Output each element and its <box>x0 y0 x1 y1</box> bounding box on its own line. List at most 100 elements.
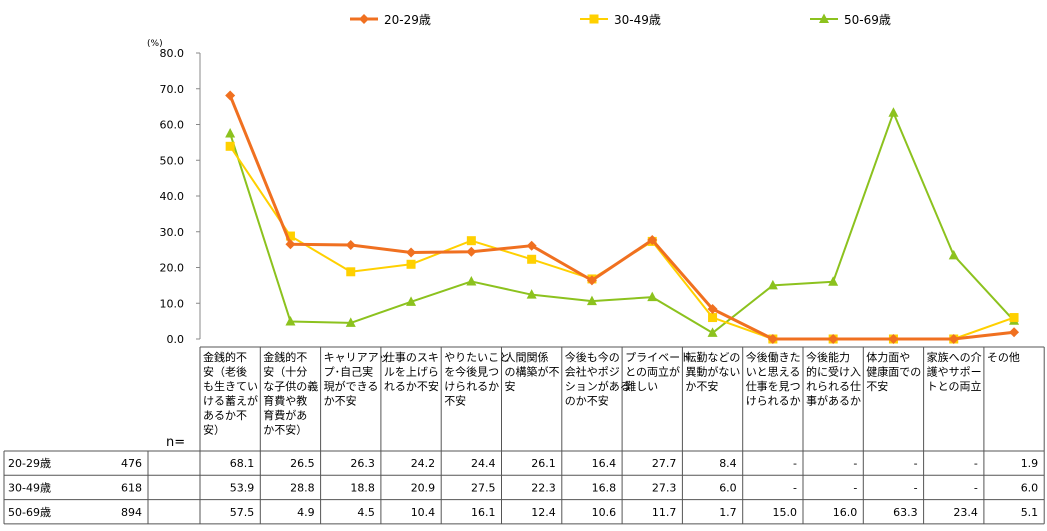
category-label: 健康面での <box>866 365 921 379</box>
y-tick-label: 40.0 <box>160 190 185 203</box>
data-point <box>586 275 597 286</box>
data-point <box>527 254 537 264</box>
category-label: 的に受け入 <box>806 365 861 379</box>
y-unit-label: (%) <box>147 39 163 49</box>
data-point <box>767 334 778 344</box>
y-tick-label: 20.0 <box>160 262 185 275</box>
data-cell: 63.3 <box>893 506 918 519</box>
legend-marker <box>819 13 829 23</box>
data-cell: 11.7 <box>652 506 677 519</box>
category-label: 不安 <box>866 379 888 393</box>
data-point <box>346 267 356 277</box>
category-label: 安） <box>203 423 225 437</box>
data-point <box>708 313 718 323</box>
data-cell: - <box>853 457 857 470</box>
category-label: キャリアアッ <box>324 351 390 364</box>
data-cell: 4.5 <box>357 506 375 519</box>
data-point <box>948 249 959 260</box>
n-header: n= <box>166 435 185 450</box>
y-tick-label: 50.0 <box>160 154 185 167</box>
category-label: か不安） <box>263 423 307 437</box>
data-point <box>526 240 537 251</box>
data-cell: 8.4 <box>719 457 737 470</box>
data-cell: - <box>914 457 918 470</box>
category-label: トとの両立 <box>927 379 982 393</box>
category-label: あるか不 <box>203 409 247 422</box>
category-label: か不安 <box>324 394 357 408</box>
series-line-50-69歳 <box>229 111 1015 334</box>
data-cell: 16.4 <box>592 457 617 470</box>
legend-label: 30-49歳 <box>614 13 661 27</box>
data-cell: 15.0 <box>773 506 798 519</box>
data-point <box>767 279 778 290</box>
category-label: 現ができる <box>324 379 379 393</box>
category-label: 金銭的不 <box>263 350 307 364</box>
y-tick-label: 80.0 <box>160 47 185 60</box>
category-label: けられるか <box>746 395 801 408</box>
category-label: の構築が不 <box>505 365 560 379</box>
y-tick-label: 30.0 <box>160 226 185 239</box>
data-point <box>466 275 477 286</box>
data-cell: 10.4 <box>411 506 436 519</box>
data-point <box>285 239 296 250</box>
category-label: 育費があ <box>263 408 307 422</box>
data-point <box>466 246 477 257</box>
data-point <box>707 327 718 337</box>
category-label: 家族への介 <box>927 350 982 364</box>
data-cell: - <box>793 457 797 470</box>
data-cell: 28.8 <box>290 481 315 494</box>
data-point <box>406 259 416 269</box>
legend-marker <box>359 14 369 24</box>
legend-marker <box>589 14 599 24</box>
series-line-30-49歳 <box>229 145 1015 340</box>
category-label: 護やサポー <box>927 365 982 379</box>
category-label: も生きてい <box>203 379 258 393</box>
data-point <box>828 276 839 286</box>
y-tick-label: 60.0 <box>160 119 185 132</box>
data-cell: 26.3 <box>350 457 375 470</box>
legend-label: 50-69歳 <box>844 13 891 27</box>
category-label: 安（十分 <box>263 365 307 379</box>
category-label: ける蓄えが <box>203 394 258 408</box>
data-cell: - <box>974 457 978 470</box>
data-cell: 26.5 <box>290 457 315 470</box>
data-point <box>466 236 476 246</box>
data-cell: - <box>914 481 918 494</box>
data-point <box>647 291 658 302</box>
data-cell: 6.0 <box>1021 481 1039 494</box>
category-label: 異動がない <box>685 365 740 379</box>
data-cell: 1.9 <box>1021 457 1039 470</box>
data-cell: - <box>793 481 797 494</box>
y-tick-label: 0.0 <box>167 333 185 346</box>
data-point <box>285 315 296 326</box>
series-line-20-29歳 <box>228 94 1015 341</box>
data-point <box>225 90 236 101</box>
data-point <box>225 141 235 151</box>
data-cell: 26.1 <box>531 457 556 470</box>
row-label: 20-29歳 <box>8 457 51 470</box>
data-cell: - <box>853 481 857 494</box>
data-cell: 18.8 <box>350 481 375 494</box>
y-tick-label: 10.0 <box>160 297 185 310</box>
category-label: 事があるか <box>806 394 861 408</box>
category-label: 金銭的不 <box>203 350 247 364</box>
y-tick-label: 70.0 <box>160 83 185 96</box>
legend-label: 20-29歳 <box>384 13 431 27</box>
data-cell: 22.3 <box>531 481 556 494</box>
data-point <box>1009 313 1019 323</box>
category-label: その他 <box>987 351 1020 364</box>
data-point <box>647 234 658 245</box>
category-label: 難しい <box>625 380 658 393</box>
category-label: ルを上げら <box>384 366 439 379</box>
data-cell: 24.2 <box>411 457 436 470</box>
category-label: いと思える <box>746 366 801 379</box>
category-label: プライベート <box>625 351 691 364</box>
row-n-value: 476 <box>121 457 142 470</box>
category-label: 体力面や <box>866 350 910 364</box>
data-cell: 27.3 <box>652 481 677 494</box>
category-label: な子供の義 <box>263 379 318 393</box>
category-label: 仕事を見つ <box>746 380 801 393</box>
data-cell: 16.8 <box>592 481 617 494</box>
category-label: けられるか <box>444 380 499 393</box>
